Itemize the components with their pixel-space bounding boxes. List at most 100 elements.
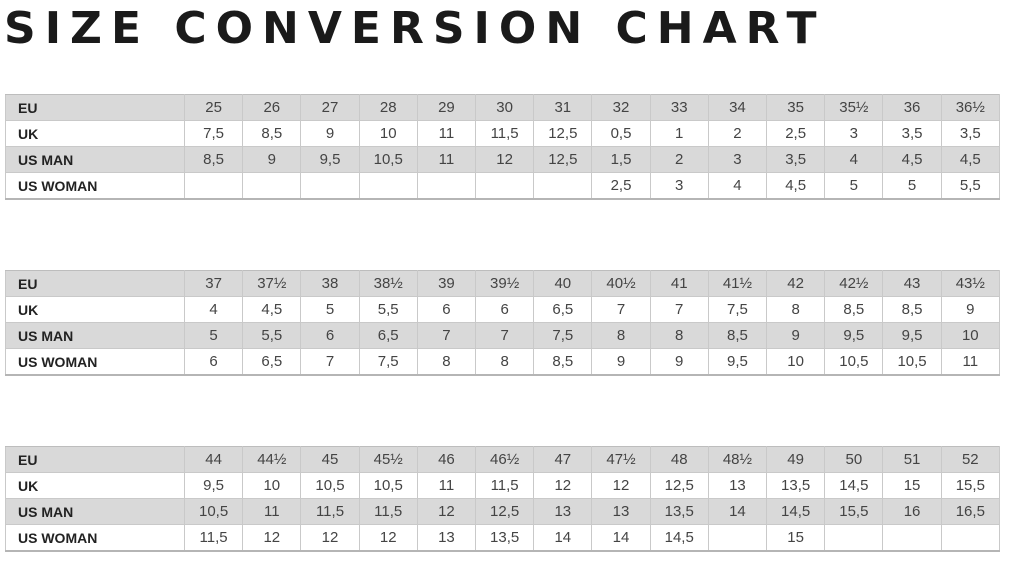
table-cell: 9 (242, 146, 302, 173)
table-cell: 42½ (824, 270, 884, 297)
row-label: US MAN (5, 322, 185, 349)
table-cell: 10,5 (183, 498, 244, 525)
table-cell: 9 (591, 348, 651, 376)
table-cell: 6 (416, 296, 477, 323)
table-cell: 1,5 (591, 146, 651, 173)
table-cell: 8 (649, 322, 709, 349)
table-cell: 10 (766, 348, 826, 376)
table-cell: 51 (882, 446, 942, 473)
table-cell: 12 (475, 146, 535, 173)
table-cell: 14 (707, 498, 768, 525)
table-cell: 43½ (940, 270, 1001, 297)
table-cell: 11,5 (475, 120, 535, 147)
table-cell: 29 (416, 94, 477, 121)
table-cell: 14,5 (649, 524, 709, 552)
row-label: US WOMAN (5, 348, 185, 376)
table-cell: 12,5 (649, 472, 709, 499)
table-cell: 10,5 (358, 472, 418, 499)
table-cell (707, 524, 768, 552)
table-cell: 8,5 (183, 146, 244, 173)
table-cell (824, 524, 884, 552)
table-cell: 38½ (358, 270, 418, 297)
table-cell: 36 (882, 94, 942, 121)
table-cell: 3,5 (940, 120, 1001, 147)
table-cell: 5 (183, 322, 244, 349)
table-cell: 4 (707, 172, 768, 200)
table-row: UK 9,5 10 10,5 10,5 11 11,5 12 12 12,5 13 13,5 14,5 1… (5, 472, 1001, 499)
table-cell: 10,5 (824, 348, 884, 376)
table-cell: 42 (766, 270, 826, 297)
table-cell: 5 (824, 172, 884, 200)
table-cell: 4 (824, 146, 884, 173)
table-cell: 7 (300, 348, 360, 376)
table-cell (882, 524, 942, 552)
row-label: US WOMAN (5, 172, 185, 200)
table-cell: 8,5 (707, 322, 768, 349)
table-cell: 50 (824, 446, 884, 473)
table-cell: 11 (242, 498, 302, 525)
row-label: UK (5, 472, 185, 499)
table-row: EU 37 37½ 38 38½ 39 39½ 40 40½ 41 41½ 42 42½ 43 43½ (5, 270, 1001, 297)
table-cell: 9 (649, 348, 709, 376)
row-label: US WOMAN (5, 524, 185, 552)
table-cell: 5,5 (242, 322, 302, 349)
table-cell: 12 (533, 472, 593, 499)
table-cell: 27 (300, 94, 360, 121)
table-cell: 9,5 (183, 472, 244, 499)
table-cell: 13,5 (649, 498, 709, 525)
table-cell: 13 (533, 498, 593, 525)
table-cell: 41 (649, 270, 709, 297)
row-label: UK (5, 120, 185, 147)
table-cell (358, 172, 418, 200)
table-cell: 46½ (475, 446, 535, 473)
table-cell: 16 (882, 498, 942, 525)
table-cell: 30 (475, 94, 535, 121)
table-cell (416, 172, 477, 200)
table-cell: 7,5 (707, 296, 768, 323)
table-cell: 10 (242, 472, 302, 499)
table-cell: 36½ (940, 94, 1001, 121)
table-cell: 4 (183, 296, 244, 323)
table-cell: 11,5 (358, 498, 418, 525)
table-cell: 2,5 (591, 172, 651, 200)
table-cell: 2 (649, 146, 709, 173)
table-cell (940, 524, 1001, 552)
table-cell: 34 (707, 94, 768, 121)
table-cell: 15 (882, 472, 942, 499)
table-cell: 32 (591, 94, 651, 121)
table-cell: 12,5 (533, 120, 593, 147)
table-cell: 7,5 (183, 120, 244, 147)
table-cell: 37½ (242, 270, 302, 297)
table-cell: 12 (300, 524, 360, 552)
table-cell: 38 (300, 270, 360, 297)
table-cell: 48½ (707, 446, 768, 473)
table-cell: 3,5 (882, 120, 942, 147)
table-row: US WOMAN 11,5 12 12 12 13 13,5 14 14 14,5 15 (5, 524, 1001, 552)
table-cell: 33 (649, 94, 709, 121)
table-cell: 5 (882, 172, 942, 200)
table-row: EU 44 44½ 45 45½ 46 46½ 47 47½ 48 48½ 49 50 51 52 (5, 446, 1001, 473)
table-cell: 45½ (358, 446, 418, 473)
row-label: EU (5, 270, 185, 297)
table-cell: 11 (940, 348, 1001, 376)
table-cell: 48 (649, 446, 709, 473)
table-cell: 10 (358, 120, 418, 147)
table-cell: 11,5 (300, 498, 360, 525)
row-label: US MAN (5, 146, 185, 173)
table-cell: 12 (591, 472, 651, 499)
table-cell: 10,5 (358, 146, 418, 173)
table-cell: 6,5 (358, 322, 418, 349)
table-cell: 6,5 (242, 348, 302, 376)
table-cell: 5 (300, 296, 360, 323)
table-cell: 15,5 (940, 472, 1001, 499)
table-cell: 12 (416, 498, 477, 525)
table-cell: 7 (649, 296, 709, 323)
table-cell: 13 (707, 472, 768, 499)
table-cell: 11 (416, 146, 477, 173)
table-row: EU 25 26 27 28 29 30 31 32 33 34 35 35½ 36 36½ (5, 94, 1001, 121)
table-cell (183, 172, 244, 200)
table-row: US MAN 5 5,5 6 6,5 7 7 7,5 8 8 8,5 9 9,5 9,5 10 (5, 322, 1001, 349)
table-cell: 41½ (707, 270, 768, 297)
table-row: UK 4 4,5 5 5,5 6 6 6,5 7 7 7,5 8 8,5 8,5 9 (5, 296, 1001, 323)
table-cell: 39½ (475, 270, 535, 297)
